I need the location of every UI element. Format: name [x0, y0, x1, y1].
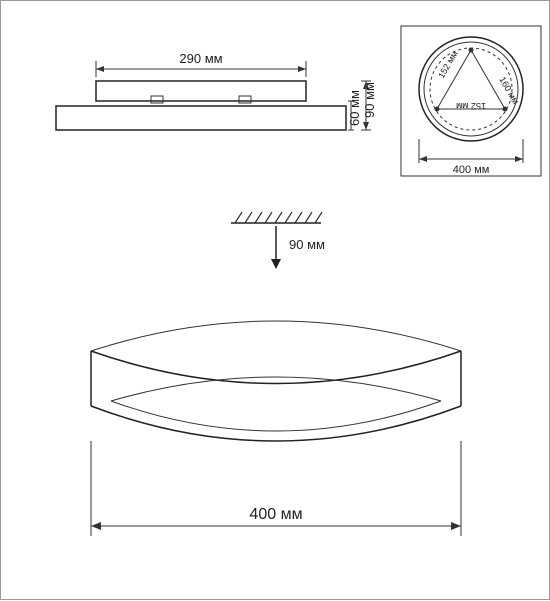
side-height-90: 90 мм — [362, 82, 377, 118]
ceiling-drop: 90 мм — [231, 212, 325, 269]
inset-width: 400 мм — [453, 164, 490, 176]
drawing-svg: 290 мм 90 мм 60 мм — [1, 1, 550, 601]
bottom-width: 400 мм — [249, 506, 302, 523]
side-height-60: 60 мм — [347, 90, 362, 126]
side-width-label: 290 мм — [179, 51, 222, 66]
bottom-dimension: 400 мм — [91, 441, 461, 536]
technical-drawing-page: 290 мм 90 мм 60 мм — [0, 0, 550, 600]
tri-b: 152 мм — [456, 101, 486, 111]
drop-label: 90 мм — [289, 237, 325, 252]
side-view: 290 мм 90 мм 60 мм — [56, 51, 377, 130]
perspective-view — [91, 321, 461, 441]
mount-inset: 152 мм 160 мм 152 мм 400 мм — [401, 26, 541, 176]
